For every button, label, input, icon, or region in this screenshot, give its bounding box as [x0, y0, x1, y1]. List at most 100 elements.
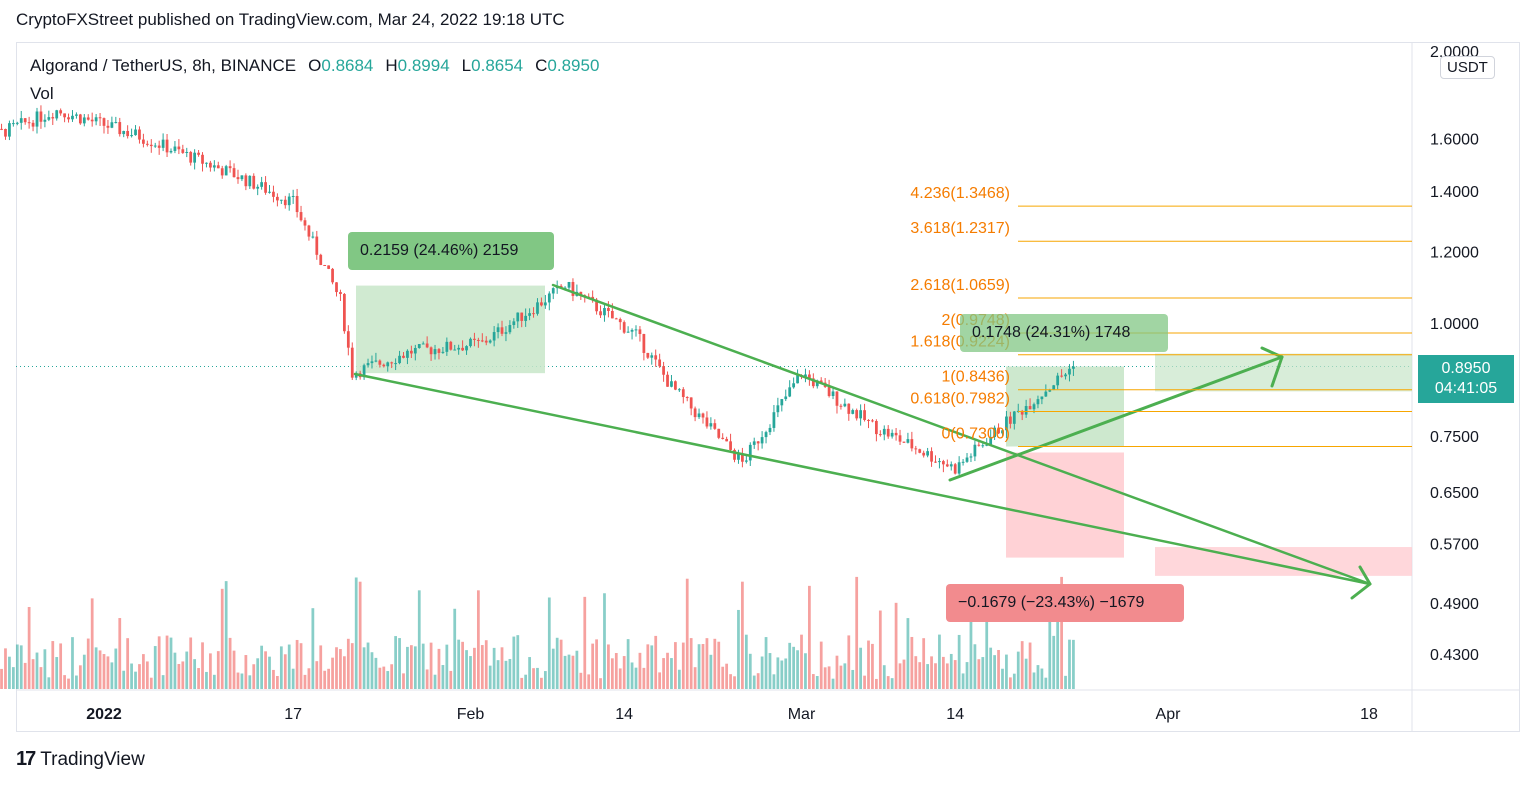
volume-bar	[516, 635, 520, 689]
candle-body	[323, 265, 327, 267]
volume-bar	[776, 657, 780, 689]
volume-bar	[910, 636, 914, 689]
price-axis-tick-label: 0.4900	[1430, 596, 1479, 613]
volume-bar	[268, 656, 271, 689]
candle-body	[11, 123, 15, 125]
volume-bar	[867, 640, 870, 689]
volume-label[interactable]: Vol	[30, 84, 54, 103]
symbol-name[interactable]: Algorand / TetherUS, 8h, BINANCE	[30, 56, 297, 75]
volume-bar	[307, 668, 311, 689]
candle-body	[614, 318, 618, 320]
volume-bar	[473, 647, 476, 689]
candle-body	[997, 427, 1000, 434]
volume-bar	[520, 677, 524, 689]
volume-bar	[528, 657, 531, 689]
candle-body	[78, 114, 82, 124]
candle-body	[677, 389, 681, 391]
candle-body	[201, 154, 204, 164]
volume-bar	[276, 675, 279, 689]
candle-body	[804, 374, 807, 378]
volume-bar	[47, 677, 51, 689]
volume-bar	[181, 661, 185, 689]
volume-bar	[571, 655, 575, 689]
volume-bar	[953, 660, 957, 689]
volume-bar	[366, 642, 370, 689]
volume-bar	[748, 653, 752, 689]
stop-measure-label[interactable]: −0.1679 (−23.43%) −1679	[946, 584, 1184, 622]
chart-canvas[interactable]: 2.00001.60001.40001.20001.00000.75000.65…	[0, 0, 1536, 740]
tradingview-mark-icon: 17	[16, 748, 36, 770]
volume-bar	[193, 659, 197, 689]
target-measure-label[interactable]: 0.1748 (24.31%) 1748	[960, 314, 1168, 352]
candle-body	[697, 413, 701, 418]
currency-badge[interactable]: USDT	[1440, 56, 1495, 79]
volume-bar	[476, 590, 480, 689]
candle-body	[149, 144, 153, 147]
volume-bar	[311, 608, 315, 689]
volume-bar	[484, 640, 488, 689]
volume-bar	[1056, 592, 1060, 689]
volume-bar	[1040, 668, 1044, 689]
volume-bar	[145, 661, 149, 689]
candle-body	[1060, 375, 1063, 377]
volume-bar	[398, 638, 401, 689]
candle-body	[19, 118, 23, 123]
candle-body	[985, 444, 989, 446]
tradingview-brand: TradingView	[40, 748, 145, 770]
candle-body	[327, 265, 331, 269]
candle-body	[374, 360, 378, 362]
candle-body	[193, 152, 197, 163]
volume-bar	[465, 650, 468, 689]
candle-body	[1028, 406, 1032, 410]
volume-bar	[480, 645, 484, 689]
volume-bar	[244, 655, 248, 689]
candle-body	[138, 129, 141, 140]
candle-body	[165, 139, 169, 153]
candle-body	[39, 111, 43, 122]
volume-bar	[23, 662, 27, 689]
volume-bar	[429, 642, 433, 689]
candle-body	[35, 111, 39, 127]
candle-body	[744, 460, 748, 462]
volume-bar	[240, 673, 244, 689]
candle-body	[335, 282, 338, 293]
volume-bar	[780, 660, 784, 689]
candle-body	[819, 380, 823, 383]
candle-body	[898, 435, 902, 442]
volume-bar	[666, 652, 669, 689]
volume-bar	[863, 675, 866, 689]
candle-body	[504, 332, 508, 334]
candle-body	[311, 236, 315, 238]
range-measure-label[interactable]: 0.2159 (24.46%) 2159	[348, 232, 554, 270]
volume-bar	[153, 646, 157, 689]
candle-body	[729, 441, 732, 450]
volume-bar	[1005, 654, 1008, 689]
candle-body	[551, 288, 555, 294]
volume-bar	[27, 606, 31, 689]
candle-body	[185, 151, 189, 153]
volume-bar	[63, 675, 66, 689]
volume-bar	[374, 657, 378, 689]
volume-bar	[670, 658, 673, 689]
candle-body	[973, 444, 977, 457]
fib-level-label: 2.618(1.0659)	[910, 277, 1010, 294]
volume-bar	[161, 675, 165, 689]
future-target-zone	[1155, 353, 1412, 392]
candle-body	[764, 432, 768, 438]
volume-bar	[1032, 672, 1036, 689]
volume-bar	[906, 618, 910, 689]
candle-body	[476, 339, 480, 341]
volume-bar	[232, 650, 236, 689]
tradingview-logo[interactable]: 17 TradingView	[16, 748, 145, 771]
volume-bar	[185, 651, 189, 689]
volume-bar	[839, 665, 843, 689]
volume-bar	[417, 590, 421, 689]
volume-bar	[811, 674, 815, 689]
candle-body	[796, 375, 799, 384]
volume-bar	[220, 588, 224, 689]
price-axis-tick-label: 0.7500	[1430, 429, 1479, 446]
volume-bar	[926, 664, 929, 689]
volume-bar	[677, 669, 681, 689]
volume-bar	[35, 652, 39, 689]
volume-bar	[402, 673, 405, 689]
